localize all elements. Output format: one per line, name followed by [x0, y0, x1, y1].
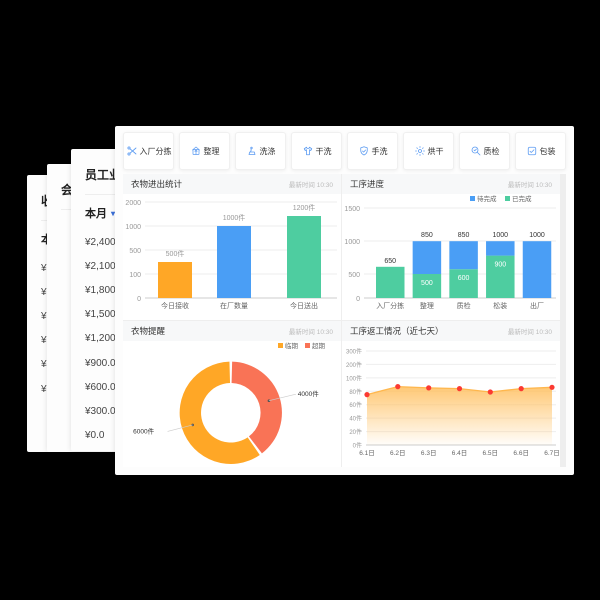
- svg-text:6.5日: 6.5日: [483, 449, 499, 457]
- svg-text:650: 650: [384, 258, 396, 265]
- svg-text:整理: 整理: [420, 301, 434, 310]
- svg-text:1000件: 1000件: [223, 213, 246, 222]
- svg-text:600: 600: [458, 275, 470, 282]
- svg-text:0: 0: [356, 296, 360, 303]
- svg-text:1000: 1000: [125, 224, 141, 231]
- svg-text:1000: 1000: [344, 239, 360, 246]
- svg-text:200件: 200件: [346, 361, 362, 369]
- svg-text:松装: 松装: [493, 301, 507, 310]
- svg-text:1000: 1000: [529, 232, 545, 239]
- svg-text:1500: 1500: [344, 206, 360, 213]
- svg-text:今日接收: 今日接收: [161, 301, 189, 310]
- svg-text:0: 0: [137, 296, 141, 303]
- svg-text:6.2日: 6.2日: [390, 449, 406, 457]
- svg-text:临期: 临期: [285, 341, 299, 350]
- svg-text:500: 500: [348, 272, 360, 279]
- svg-text:40件: 40件: [349, 415, 362, 423]
- svg-text:900: 900: [494, 262, 506, 269]
- svg-text:出厂: 出厂: [530, 301, 544, 310]
- svg-text:850: 850: [458, 232, 470, 239]
- svg-text:6000件: 6000件: [133, 426, 154, 435]
- svg-text:80件: 80件: [349, 388, 362, 396]
- svg-text:1200件: 1200件: [293, 203, 316, 212]
- svg-text:20件: 20件: [349, 428, 362, 436]
- svg-text:100: 100: [129, 272, 141, 279]
- svg-text:6.4日: 6.4日: [452, 449, 468, 457]
- svg-text:超期: 超期: [312, 341, 326, 350]
- svg-text:500: 500: [129, 248, 141, 255]
- svg-text:质检: 质检: [457, 301, 471, 310]
- svg-text:100件: 100件: [346, 375, 362, 383]
- svg-text:6.1日: 6.1日: [359, 449, 375, 457]
- svg-text:4000件: 4000件: [298, 389, 319, 398]
- svg-text:在厂数量: 在厂数量: [220, 301, 248, 310]
- svg-text:6.6日: 6.6日: [513, 449, 529, 457]
- svg-text:0件: 0件: [353, 442, 362, 450]
- svg-text:已完成: 已完成: [512, 194, 532, 203]
- svg-text:6.7日: 6.7日: [544, 449, 560, 457]
- svg-text:1000: 1000: [493, 232, 509, 239]
- svg-text:500: 500: [421, 280, 433, 287]
- svg-text:500件: 500件: [166, 249, 185, 258]
- svg-text:待完成: 待完成: [477, 194, 497, 203]
- svg-text:300件: 300件: [346, 348, 362, 356]
- svg-text:2000: 2000: [125, 200, 141, 207]
- svg-text:60件: 60件: [349, 401, 362, 409]
- svg-text:850: 850: [421, 232, 433, 239]
- svg-text:入厂分拣: 入厂分拣: [376, 301, 404, 310]
- svg-text:6.3日: 6.3日: [421, 449, 437, 457]
- svg-text:今日送出: 今日送出: [290, 301, 318, 310]
